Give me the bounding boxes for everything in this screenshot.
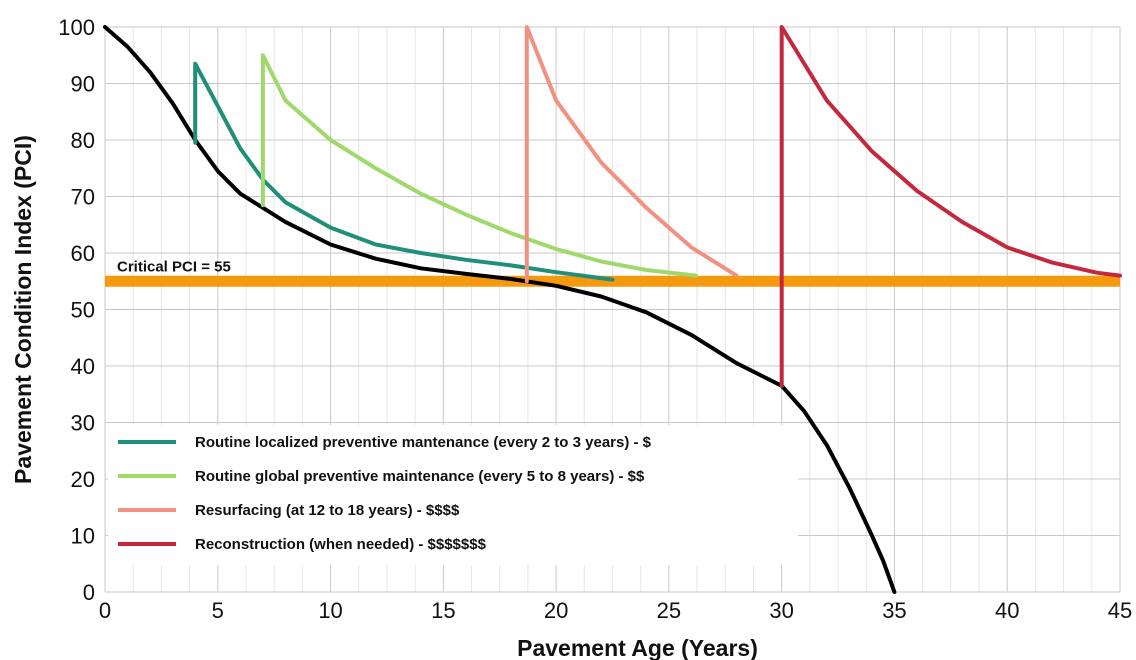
x-tick-label: 5 bbox=[212, 598, 224, 623]
y-tick-label: 20 bbox=[71, 467, 95, 492]
x-tick-label: 45 bbox=[1108, 598, 1132, 623]
x-tick-label: 20 bbox=[544, 598, 568, 623]
series-line-baseline bbox=[103, 25, 897, 594]
tick-labels: 0 5 10 15 20 25 30 35 40 45 0 10 20 30 40 50 60 70 80 90 100 bbox=[58, 15, 1132, 623]
x-tick-label: 15 bbox=[431, 598, 455, 623]
x-tick-label: 10 bbox=[318, 598, 342, 623]
series-line-3 bbox=[524, 25, 739, 284]
legend: Routine localized preventive mantenance … bbox=[108, 425, 798, 565]
y-tick-label: 40 bbox=[71, 354, 95, 379]
x-tick-label: 30 bbox=[769, 598, 793, 623]
series-lines bbox=[103, 25, 1122, 594]
y-tick-label: 80 bbox=[71, 128, 95, 153]
x-tick-label: 40 bbox=[995, 598, 1019, 623]
y-tick-label: 10 bbox=[71, 524, 95, 549]
x-tick-label: 0 bbox=[99, 598, 111, 623]
y-tick-label: 30 bbox=[71, 411, 95, 436]
x-tick-label: 35 bbox=[882, 598, 906, 623]
y-axis-title: Pavement Condition Index (PCI) bbox=[10, 135, 36, 484]
y-tick-label: 90 bbox=[71, 72, 95, 97]
legend-label: Routine localized preventive mantenance … bbox=[195, 434, 652, 451]
y-tick-label: 70 bbox=[71, 185, 95, 210]
y-tick-label: 0 bbox=[83, 580, 95, 605]
x-axis-title: Pavement Age (Years) bbox=[517, 635, 758, 660]
y-tick-label: 60 bbox=[71, 241, 95, 266]
legend-label: Reconstruction (when needed) - $$$$$$$ bbox=[195, 536, 487, 553]
series-line-1 bbox=[193, 61, 615, 282]
series-line-4 bbox=[779, 25, 1122, 388]
y-tick-label: 100 bbox=[58, 15, 95, 40]
series-line-2 bbox=[260, 53, 698, 278]
y-tick-label: 50 bbox=[71, 298, 95, 323]
legend-label: Routine global preventive maintenance (e… bbox=[195, 468, 645, 485]
x-tick-label: 25 bbox=[657, 598, 681, 623]
legend-box bbox=[108, 425, 798, 565]
critical-pci-label: Critical PCI = 55 bbox=[117, 258, 231, 275]
legend-label: Resurfacing (at 12 to 18 years) - $$$$ bbox=[195, 502, 460, 519]
